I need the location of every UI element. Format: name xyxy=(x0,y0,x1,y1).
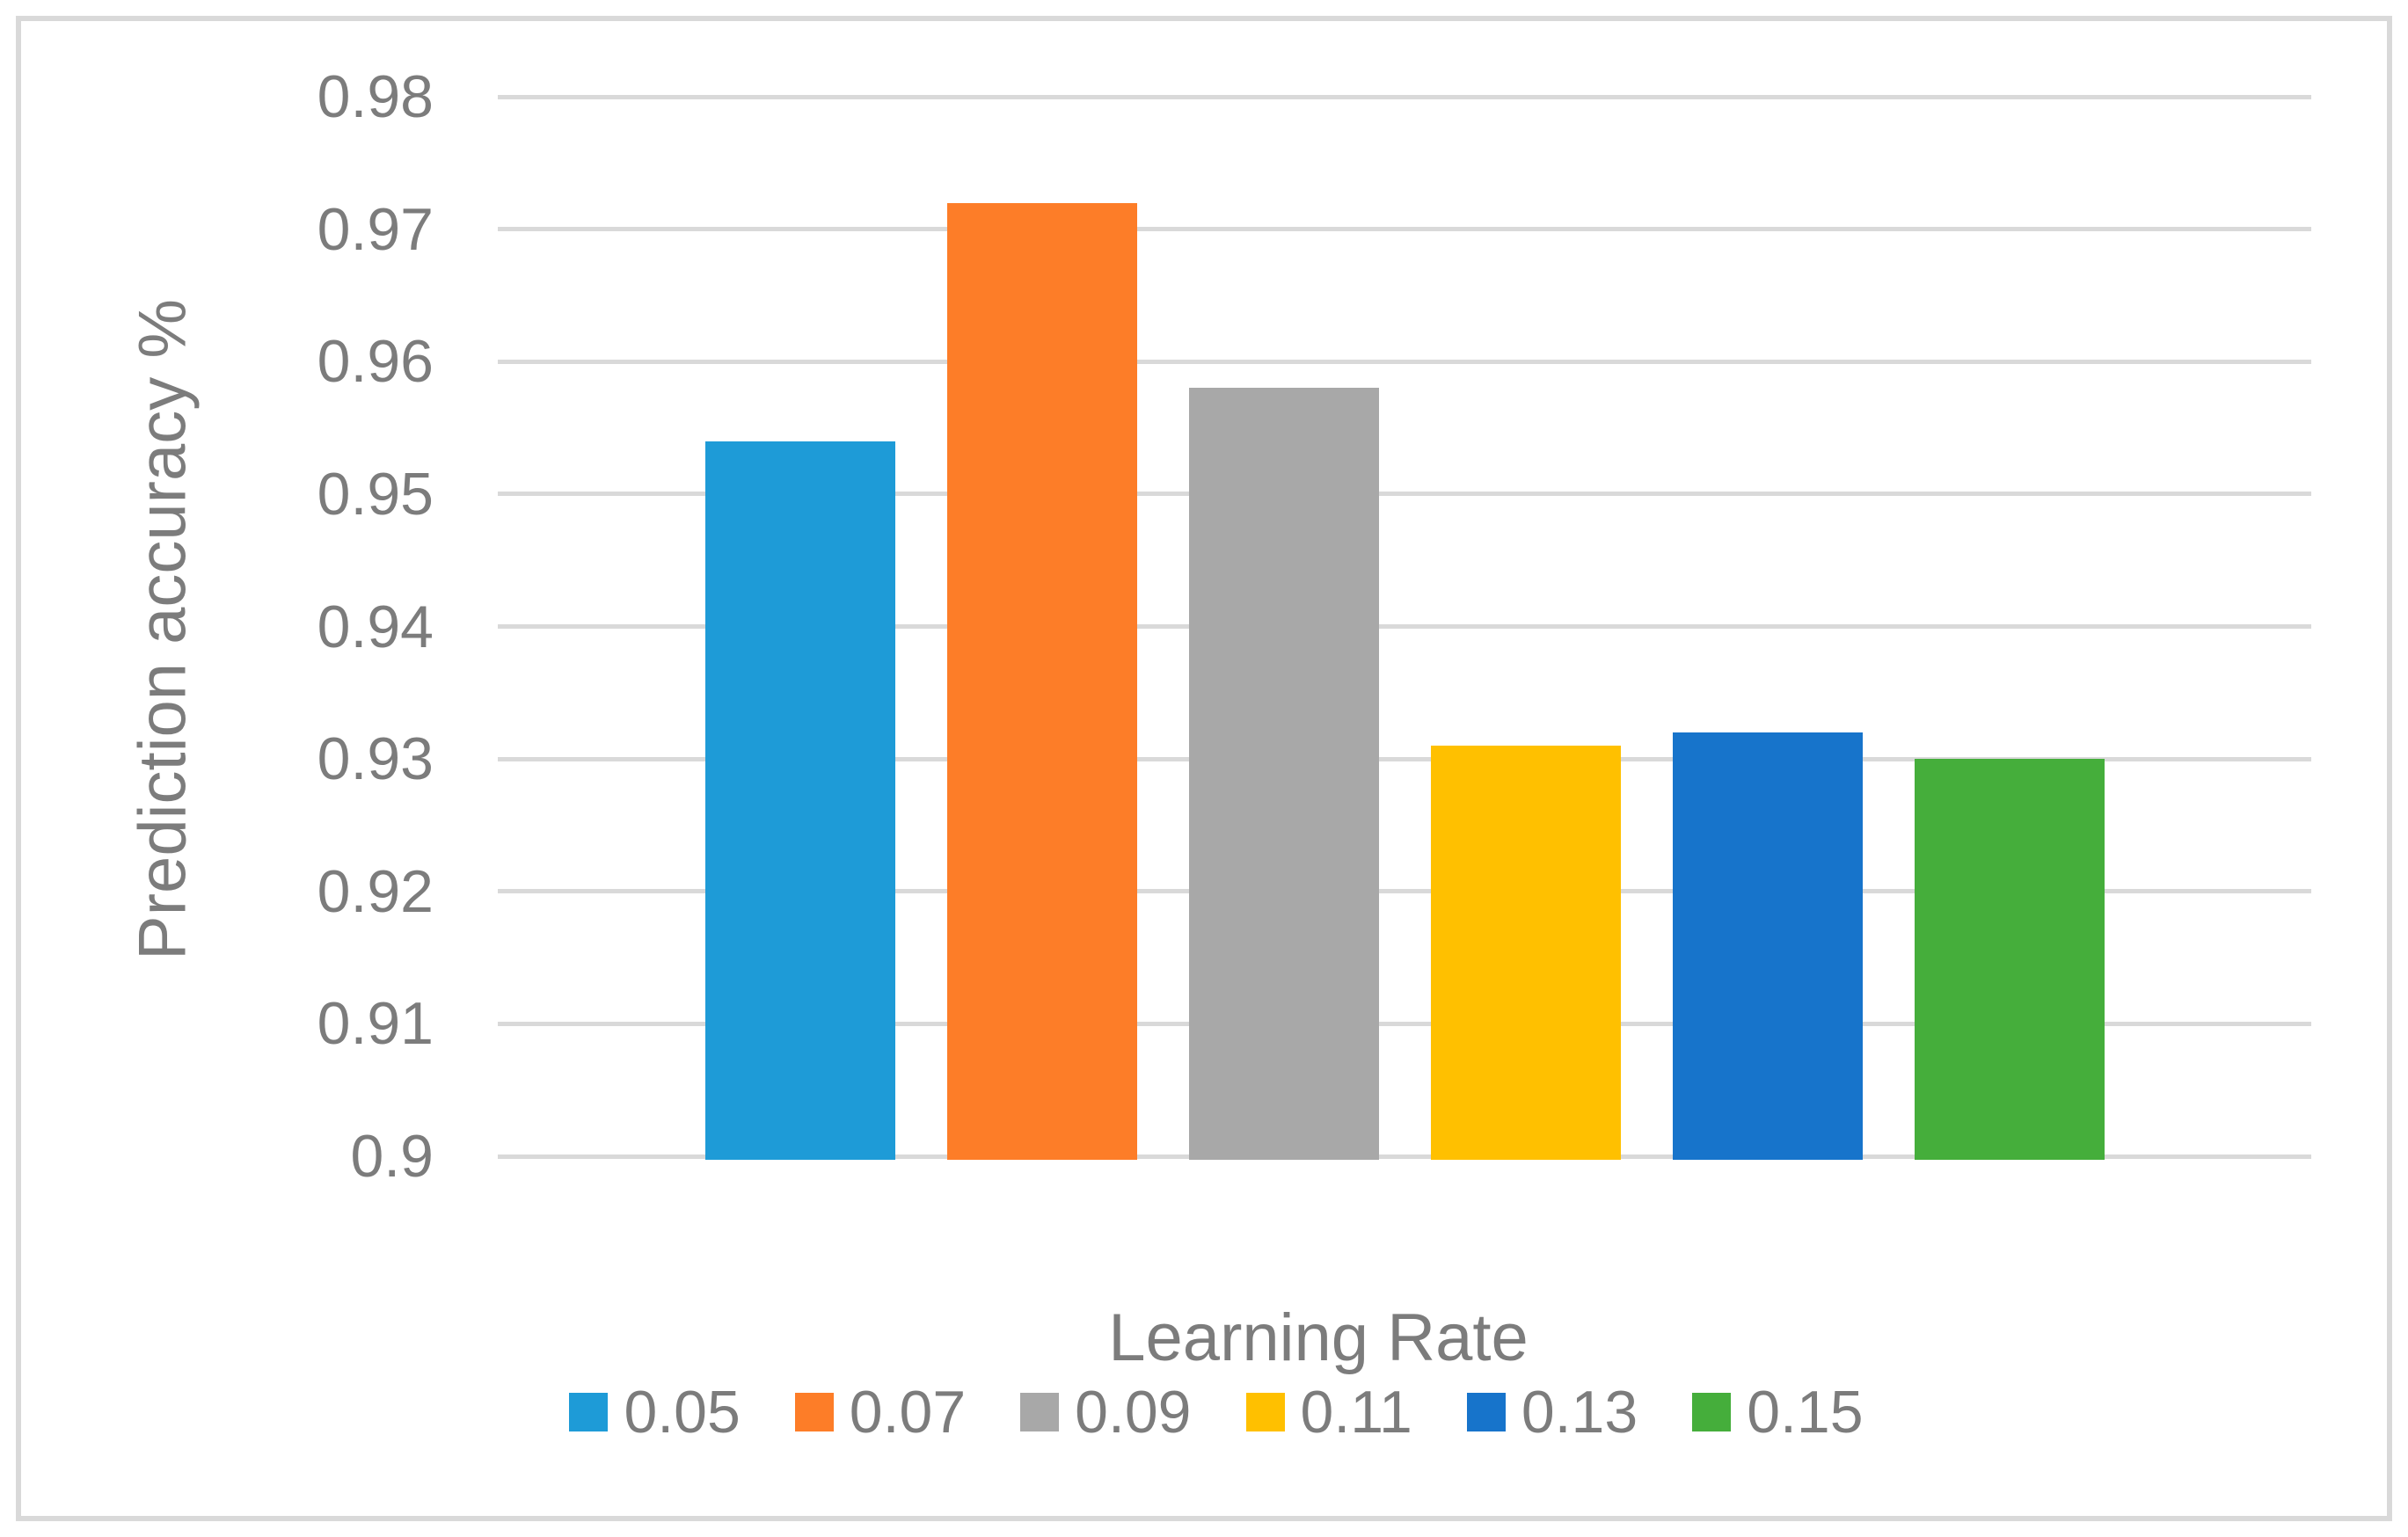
gridline xyxy=(498,1154,2311,1159)
gridline xyxy=(498,359,2311,364)
bar-0.13 xyxy=(1673,732,1863,1160)
gridline xyxy=(498,227,2311,232)
y-tick-label: 0.9 xyxy=(350,1123,434,1190)
bar-0.09 xyxy=(1189,388,1379,1160)
legend-item-0.13: 0.13 xyxy=(1466,1379,1638,1446)
legend-label: 0.05 xyxy=(624,1379,741,1446)
y-tick-label: 0.96 xyxy=(317,328,434,396)
legend-item-0.15: 0.15 xyxy=(1692,1379,1864,1446)
legend-swatch-icon xyxy=(1692,1393,1732,1431)
gridline xyxy=(498,624,2311,629)
y-tick-label: 0.97 xyxy=(317,195,434,263)
y-tick-label: 0.98 xyxy=(317,63,434,130)
legend-item-0.05: 0.05 xyxy=(569,1379,741,1446)
y-tick-label: 0.91 xyxy=(317,990,434,1058)
y-tick-label: 0.94 xyxy=(317,593,434,660)
y-tick-label: 0.95 xyxy=(317,460,434,528)
legend-label: 0.13 xyxy=(1521,1379,1638,1446)
legend-item-0.09: 0.09 xyxy=(1020,1379,1192,1446)
legend-item-0.07: 0.07 xyxy=(794,1379,967,1446)
legend-item-0.11: 0.11 xyxy=(1245,1379,1412,1446)
bar-0.11 xyxy=(1431,746,1621,1160)
bar-0.07 xyxy=(947,202,1137,1160)
gridline xyxy=(498,94,2311,99)
legend-swatch-icon xyxy=(569,1393,609,1431)
chart-border-frame xyxy=(16,16,2392,1521)
legend-label: 0.09 xyxy=(1075,1379,1192,1446)
gridline xyxy=(498,889,2311,894)
bar-0.15 xyxy=(1915,759,2105,1160)
legend-swatch-icon xyxy=(794,1393,834,1431)
legend-label: 0.07 xyxy=(849,1379,967,1446)
x-axis-title: Learning Rate xyxy=(1108,1300,1529,1375)
gridline xyxy=(498,1021,2311,1026)
y-axis-title: Prediction accuracy % xyxy=(125,299,201,960)
bar-0.05 xyxy=(705,441,895,1160)
gridline xyxy=(498,756,2311,761)
legend-label: 0.15 xyxy=(1747,1379,1864,1446)
legend-swatch-icon xyxy=(1466,1393,1506,1431)
gridline xyxy=(498,492,2311,497)
y-tick-label: 0.92 xyxy=(317,857,434,925)
legend-label: 0.11 xyxy=(1300,1379,1412,1446)
y-tick-label: 0.93 xyxy=(317,725,434,793)
legend-swatch-icon xyxy=(1245,1393,1285,1431)
legend: 0.05 0.07 0.09 0.11 0.13 0.15 xyxy=(0,1382,2408,1442)
legend-swatch-icon xyxy=(1020,1393,1060,1431)
